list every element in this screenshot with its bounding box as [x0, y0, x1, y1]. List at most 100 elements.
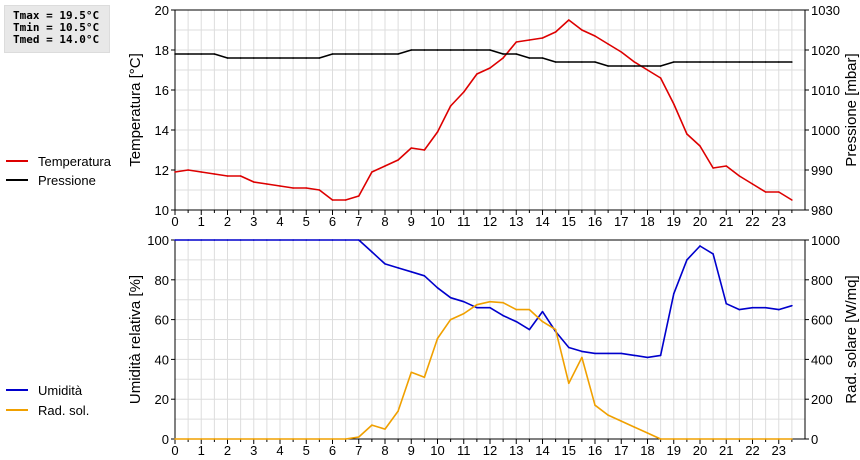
data-point — [344, 239, 347, 241]
y-right-tick-label: 600 — [811, 313, 833, 328]
data-point — [712, 167, 714, 169]
legend-item: Temperatura — [6, 154, 112, 169]
data-point — [594, 61, 596, 63]
data-point — [200, 239, 203, 241]
data-point — [764, 191, 767, 193]
legend-item: Pressione — [6, 173, 96, 188]
legend-label: Umidità — [38, 383, 83, 398]
data-point — [567, 61, 570, 63]
data-point — [594, 352, 596, 355]
data-point — [410, 49, 413, 51]
data-point — [423, 376, 426, 379]
y-tick-label: 14 — [155, 123, 169, 138]
legend-label: Pressione — [38, 173, 96, 188]
data-point — [397, 410, 399, 412]
x-tick-label: 2 — [224, 443, 231, 458]
data-point — [252, 181, 255, 183]
data-point — [541, 37, 544, 39]
data-point — [581, 356, 583, 359]
x-tick-label: 13 — [509, 214, 523, 229]
data-point — [489, 67, 491, 69]
data-point — [213, 438, 216, 440]
chart-panel-1: 0 1 2 3 4 5 6 7 8 9 10 11 12 13 14 15 16 17 18 19 20 21 22 2310… — [6, 3, 860, 229]
data-point — [738, 175, 741, 177]
data-point — [791, 61, 793, 63]
data-point — [384, 428, 386, 430]
data-point — [646, 65, 649, 67]
data-point — [633, 61, 636, 63]
data-point — [567, 346, 570, 349]
series-line — [175, 300, 792, 440]
x-tick-label: 0 — [171, 443, 178, 458]
y-right-tick-label: 800 — [811, 273, 833, 288]
data-point — [344, 53, 347, 55]
data-point — [357, 195, 360, 197]
y-axis-label-right: Pressione [mbar] — [843, 53, 860, 166]
data-point — [725, 302, 728, 305]
data-point — [528, 39, 531, 41]
data-point — [292, 187, 294, 189]
data-point — [502, 314, 504, 317]
data-point — [725, 165, 728, 167]
x-tick-label: 17 — [614, 214, 628, 229]
x-tick-label: 1 — [198, 214, 205, 229]
data-point — [659, 354, 662, 357]
data-point — [252, 438, 255, 440]
data-point — [515, 308, 518, 311]
data-point — [423, 49, 426, 51]
data-point — [371, 53, 373, 55]
tmin-text: Tmin = 10.5°C — [13, 21, 100, 34]
data-point — [305, 187, 308, 189]
data-point — [659, 438, 662, 440]
x-tick-label: 1 — [198, 443, 205, 458]
data-point — [751, 306, 754, 309]
data-point — [292, 239, 294, 241]
y-tick-label: 40 — [155, 352, 169, 367]
tmed-text: Tmed = 14.0°C — [13, 33, 100, 46]
data-point — [292, 57, 294, 59]
data-point — [252, 57, 255, 59]
data-point — [620, 352, 623, 355]
y-tick-label: 18 — [155, 43, 169, 58]
data-point — [371, 251, 373, 253]
data-point — [502, 301, 504, 304]
data-point — [331, 199, 334, 201]
data-point — [292, 438, 294, 440]
data-point — [528, 57, 531, 59]
y-tick-label: 16 — [155, 83, 169, 98]
data-point — [252, 239, 255, 241]
data-point — [764, 438, 767, 440]
y-tick-label: 10 — [155, 203, 169, 218]
data-point — [174, 239, 176, 241]
x-tick-label: 8 — [381, 214, 388, 229]
data-point — [357, 53, 360, 55]
x-tick-label: 18 — [640, 214, 654, 229]
data-point — [672, 61, 675, 63]
x-tick-label: 2 — [224, 214, 231, 229]
y-right-tick-label: 200 — [811, 392, 833, 407]
data-point — [476, 73, 478, 75]
x-tick-label: 20 — [693, 214, 707, 229]
data-point — [318, 57, 321, 59]
data-point — [200, 53, 203, 55]
x-tick-label: 12 — [483, 214, 497, 229]
data-point — [357, 436, 360, 438]
data-point — [791, 304, 793, 307]
data-point — [213, 173, 216, 175]
x-axis-1: 0 1 2 3 4 5 6 7 8 9 10 11 12 13 14 15 16 17 18 19 20 21 22 23 — [171, 210, 793, 229]
data-point — [279, 57, 281, 59]
data-point — [686, 259, 688, 261]
x-tick-label: 5 — [303, 443, 310, 458]
x-tick-label: 11 — [457, 214, 471, 229]
data-point — [607, 43, 609, 45]
series-line — [175, 49, 792, 67]
data-point — [174, 53, 176, 55]
data-point — [633, 65, 636, 67]
data-point — [226, 239, 229, 241]
data-point — [384, 165, 386, 167]
data-point — [751, 183, 754, 185]
y-tick-label: 80 — [155, 273, 169, 288]
data-point — [607, 414, 609, 416]
data-point — [462, 300, 465, 303]
data-point — [581, 350, 583, 353]
